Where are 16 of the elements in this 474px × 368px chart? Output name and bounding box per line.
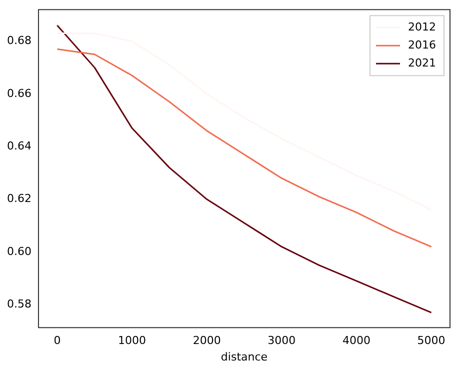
legend-label: 2012 bbox=[408, 20, 436, 34]
y-tick-label: 0.66 bbox=[6, 86, 32, 100]
x-tick-label: 3000 bbox=[268, 334, 296, 348]
y-tick-label: 0.58 bbox=[6, 298, 32, 311]
legend-label: 2021 bbox=[408, 56, 436, 70]
x-tick-label: 2000 bbox=[192, 334, 221, 348]
x-tick-label: 4000 bbox=[342, 334, 370, 348]
x-tick-label: 1000 bbox=[118, 334, 146, 348]
y-tick-label: 0.62 bbox=[6, 192, 32, 206]
y-tick-label: 0.60 bbox=[6, 244, 32, 258]
legend-label: 2016 bbox=[408, 38, 436, 52]
y-tick-label: 0.68 bbox=[6, 34, 32, 48]
x-axis-title: distance bbox=[220, 350, 268, 364]
x-tick-label: 0 bbox=[54, 334, 61, 348]
y-tick-label: 0.64 bbox=[6, 139, 32, 152]
x-tick-label: 5000 bbox=[417, 334, 446, 348]
